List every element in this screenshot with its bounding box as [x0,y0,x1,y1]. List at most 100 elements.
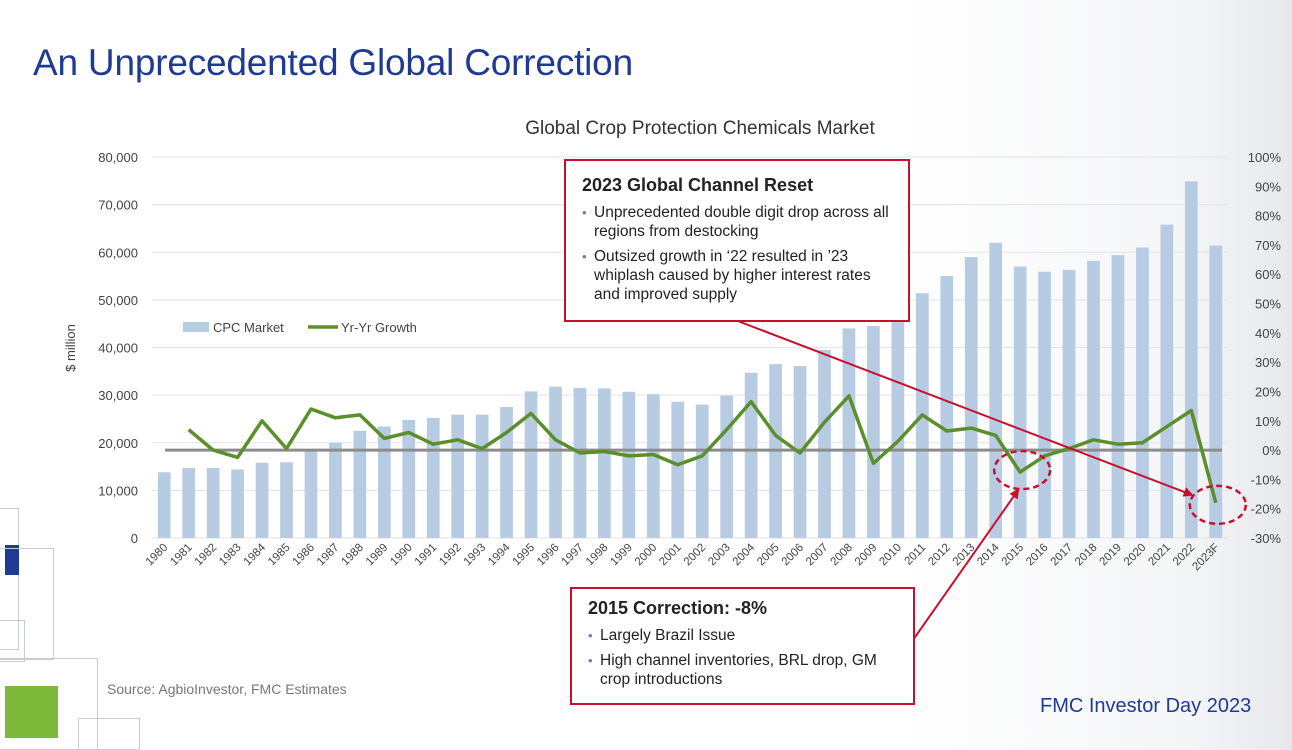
bar [671,401,685,538]
annotations [729,317,1248,641]
y2-tick-label: 20% [1255,384,1281,399]
bar [940,276,954,538]
bar [182,467,196,538]
bar [1136,247,1149,539]
x-tick-label: 2002 [682,542,709,569]
x-tick-label: 1994 [486,541,513,568]
y-tick-label: 60,000 [98,245,138,260]
callout-2015-bullet-text: High channel inventories, BRL drop, GM c… [600,652,877,688]
x-tick-label: 1984 [242,541,269,568]
y2-tick-label: 30% [1255,355,1281,370]
bar [1013,266,1027,538]
bar [598,388,611,538]
y2-tick-label: -30% [1251,531,1282,546]
x-tick-label: 1981 [168,542,195,569]
growth-line [187,394,1218,504]
footer-brand: FMC Investor Day 2023 [1040,695,1252,717]
bullet-dot-icon: • [588,653,593,668]
y2-tick-label: 100% [1248,150,1282,165]
highlight-2023-ellipse [1188,484,1248,526]
bar [867,326,880,538]
x-tick-label: 1980 [144,542,171,569]
bullet-dot-icon: • [582,205,587,220]
callout-2023-bullet-text: Outsized growth in ‘22 resulted in ’23 w… [594,248,871,303]
deco-square-3 [0,548,54,660]
bar [720,395,734,538]
legend-label-line: Yr-Yr Growth [341,320,417,335]
x-tick-label: 2019 [1097,542,1124,569]
x-tick-label: 2015 [1000,542,1027,569]
y-tick-label: 10,000 [98,483,138,498]
x-tick-label: 2018 [1073,542,1100,569]
bar [157,472,171,538]
highlight-2015-ellipse [992,449,1052,491]
x-tick-label: 1985 [266,542,293,569]
x-tick-label: 1987 [315,542,342,569]
callout-2015-correction: 2015 Correction: -8% • Largely Brazil Iss… [570,587,915,705]
callout-2015-bullet: • High channel inventories, BRL drop, GM … [588,651,897,689]
y-tick-label: 0 [131,531,138,546]
y-tick-label: 20,000 [98,436,138,451]
x-tick-label: 2004 [731,541,758,568]
x-tick-label: 2006 [780,542,807,569]
chart-title: Global Crop Protection Chemicals Market [525,118,875,139]
callout-2023-title: 2023 Global Channel Reset [582,175,814,195]
bar [329,442,342,538]
y2-tick-label: 0% [1262,443,1281,458]
bar [377,426,391,538]
y-tick-label: 30,000 [98,388,138,403]
arrow-to-2015 [912,488,1020,641]
bar [1184,181,1198,538]
y2-tick-label: 50% [1255,297,1281,312]
bar [1062,269,1076,538]
bar [231,469,244,538]
y2-tick-label: 10% [1255,414,1281,429]
bar [1160,224,1174,538]
bar [475,414,489,538]
y2-tick-label: 60% [1255,267,1281,282]
x-tick-label: 1982 [193,542,220,569]
callout-2015-bullet-text: Largely Brazil Issue [600,627,736,644]
bar [1111,255,1125,539]
x-tick-label: 1990 [388,542,415,569]
x-tick-label: 2008 [828,542,855,569]
bar [304,449,318,538]
bar [646,394,660,538]
line-series [187,394,1218,504]
bullet-dot-icon: • [588,628,593,643]
bar [451,414,465,538]
bar [524,391,538,538]
callout-2023-bullet: • Unprecedented double digit drop across … [582,203,892,241]
x-tick-label: 1983 [217,542,244,569]
y-tick-label: 50,000 [98,293,138,308]
arrow-to-2023 [729,317,1194,497]
bar [353,430,367,538]
x-tick-label: 1993 [462,542,489,569]
x-tick-label: 1995 [511,542,538,569]
deco-square-4 [0,620,25,662]
bar [206,467,220,538]
y-axis-label: $ million [63,324,78,372]
callout-2023-bullet-text: Unprecedented double digit drop across a… [594,204,889,240]
bar [1087,260,1100,538]
bar [1038,271,1051,538]
x-tick-label: 2010 [877,542,904,569]
x-tick-label: 2021 [1146,542,1173,569]
y2-tick-label: 40% [1255,326,1281,341]
x-tick-label: 1996 [535,542,562,569]
page-title: An Unprecedented Global Correction [33,42,633,83]
y-tick-label: 80,000 [98,150,138,165]
x-tick-label: 1999 [608,542,635,569]
deco-square-1 [0,508,19,650]
bar [573,387,587,538]
x-tick-label: 2003 [706,542,733,569]
x-tick-label: 1998 [584,542,611,569]
x-tick-label: 1997 [559,542,586,569]
x-tick-label: 2016 [1024,542,1051,569]
callout-2015-bullet: • Largely Brazil Issue [588,626,897,645]
source-note: Source: AgbioInvestor, FMC Estimates [107,681,347,697]
bar [622,391,636,538]
bar [1209,245,1223,538]
x-tick-label: 1992 [437,542,464,569]
y2-tick-label: 80% [1255,209,1281,224]
